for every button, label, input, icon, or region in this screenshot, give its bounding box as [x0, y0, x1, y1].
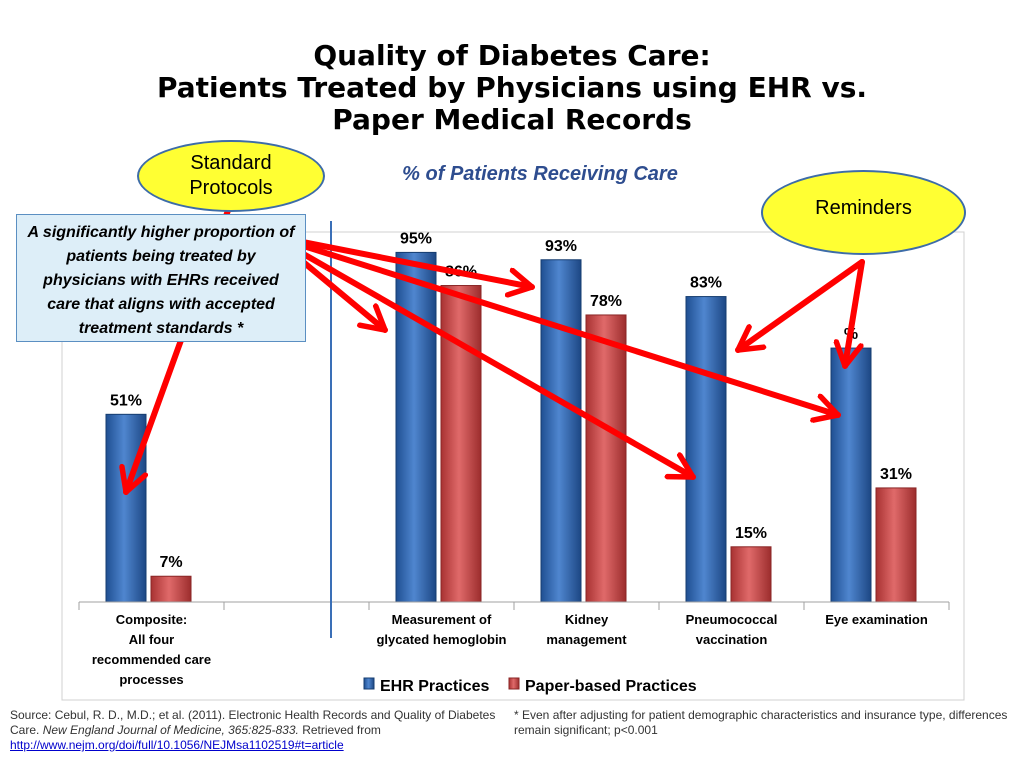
value-label-paper-3: 78% — [590, 293, 622, 310]
title-line-1: Quality of Diabetes Care: — [313, 39, 711, 72]
legend-label-paper: Paper-based Practices — [525, 678, 697, 695]
bar-ehr-4 — [685, 296, 727, 603]
category-label-4: Pneumococcal vaccination — [686, 612, 778, 647]
value-label-ehr-0: 51% — [110, 392, 142, 409]
bar-ehr-5 — [830, 347, 872, 603]
standard-protocols-line-2: Protocols — [189, 177, 273, 199]
arrow-reminders-to-pneumococcal — [735, 259, 865, 353]
value-label-paper-5: 31% — [880, 466, 912, 483]
source-retrieved: Retrieved from — [298, 723, 381, 737]
arrow-callout-to-pneumococcal — [269, 233, 696, 480]
source-citation: Source: Cebul, R. D., M.D.; et al. (2011… — [10, 708, 505, 753]
value-label-paper-0: 7% — [159, 554, 182, 571]
source-journal: New England Journal of Medicine, 365:825… — [42, 723, 299, 737]
legend-swatch-paper — [508, 677, 520, 690]
callout-box: A significantly higher proportion of pat… — [16, 214, 306, 342]
bar-ehr-3 — [540, 259, 582, 603]
category-label-3: Kidney management — [546, 612, 627, 647]
arrow-reminders-to-eye — [845, 259, 865, 369]
arrow-callout-to-kidney — [269, 233, 535, 287]
bar-paper-3 — [585, 314, 627, 603]
value-label-ehr-2: 95% — [400, 230, 432, 247]
legend-label-ehr: EHR Practices — [380, 678, 489, 695]
title-line-2: Patients Treated by Physicians using EHR… — [156, 71, 868, 104]
category-label-0: Composite: All four recommended care proces… — [92, 612, 211, 687]
bar-paper-5 — [875, 487, 917, 603]
source-text: Source: Cebul, R. D., M.D.; et al. (2011… — [10, 708, 496, 737]
standard-protocols-oval: Standard Protocols — [137, 140, 325, 212]
title-line-3: Paper Medical Records — [332, 103, 692, 136]
standard-protocols-line-1: Standard — [190, 152, 272, 174]
bar-paper-0 — [150, 575, 192, 603]
reminders-oval: Reminders — [761, 170, 966, 255]
legend-swatch-ehr — [363, 677, 375, 690]
value-label-paper-4: 15% — [735, 525, 767, 542]
category-label-5: Eye examination — [825, 612, 928, 627]
bar-ehr-2 — [395, 251, 437, 603]
footnote: * Even after adjusting for patient demog… — [514, 708, 1008, 737]
arrow-callout-to-eye — [269, 233, 841, 415]
value-label-ehr-3: 93% — [545, 238, 577, 255]
value-label-ehr-4: 83% — [690, 275, 722, 292]
bar-ehr-0 — [105, 413, 147, 603]
source-link[interactable]: http://www.nejm.org/doi/full/10.1056/NEJ… — [10, 738, 344, 752]
chart-title: Quality of Diabetes Care: Patients Treat… — [0, 40, 1024, 136]
chart-subtitle: % of Patients Receiving Care — [402, 163, 678, 185]
bar-paper-4 — [730, 546, 772, 603]
plot-frame — [61, 231, 965, 701]
category-label-2: Measurement of glycated hemoglobin — [376, 612, 506, 647]
